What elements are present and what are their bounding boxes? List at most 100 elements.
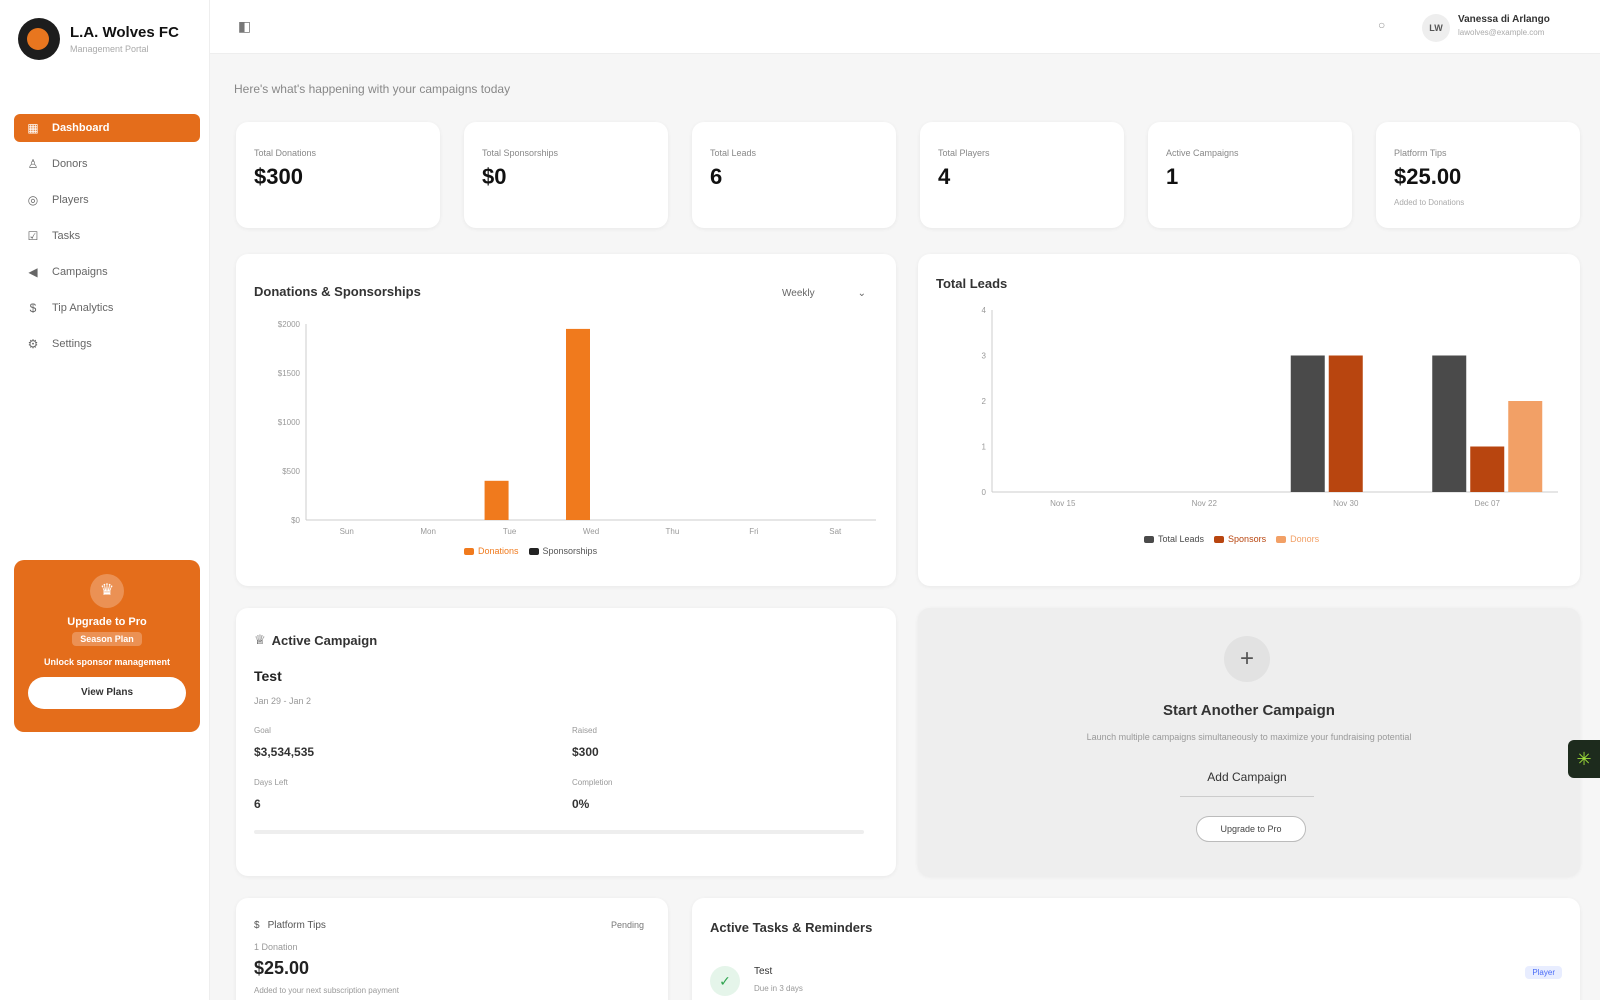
top-header: ◧ ○ LW Vanessa di Arlango lawolves@examp… [210, 0, 1600, 54]
stat-card-active-campaigns: Active Campaigns 1 [1148, 122, 1352, 228]
player-icon: ◎ [27, 193, 39, 207]
sidebar-item-label: Settings [52, 338, 92, 350]
chart-legend: Donations Sponsorships [464, 546, 597, 556]
gear-icon: ⚙ [27, 337, 39, 351]
x-tick-label: Dec 07 [1475, 499, 1501, 508]
stat-value: $25.00 [1394, 164, 1462, 189]
campaign-dates: Jan 29 - Jan 2 [254, 696, 312, 706]
sidebar-item-settings[interactable]: ⚙ Settings [14, 330, 200, 358]
task-due: Due in 3 days [754, 984, 803, 993]
greeting-text: Here's what's happening with your campai… [234, 82, 511, 96]
user-menu[interactable]: Vanessa di Arlango lawolves@example.com [1458, 14, 1550, 37]
sidebar-toggle-icon[interactable]: ◧ [238, 18, 252, 34]
view-plans-button[interactable]: View Plans [28, 677, 186, 709]
stat-card-platform-tips: Platform Tips $25.00 Added to Donations [1376, 122, 1580, 228]
sidebar-item-dashboard[interactable]: ▦ Dashboard [14, 114, 200, 142]
legend-label: Sponsors [1228, 534, 1267, 544]
x-tick-label: Thu [666, 527, 680, 536]
period-select[interactable]: Weekly ⌄ [772, 282, 872, 306]
start-campaign-title: Start Another Campaign [1163, 702, 1335, 719]
leads-bar-chart: 0 1 2 3 4 Nov 15 Nov 22 Nov 30 Dec 07 [982, 306, 1558, 508]
y-tick-label: 2 [982, 397, 987, 406]
legend-item[interactable]: Donations [464, 546, 519, 556]
legend-item[interactable]: Sponsorships [528, 546, 597, 556]
widget-launcher-icon[interactable]: ✳ [1568, 740, 1600, 778]
x-tick-label: Mon [420, 527, 436, 536]
upgrade-to-pro-button[interactable]: Upgrade to Pro [1196, 816, 1306, 842]
sidebar-item-label: Campaigns [52, 266, 108, 278]
team-logo [18, 18, 60, 60]
chart-legend: Total Leads Sponsors Donors [1144, 534, 1319, 544]
bar [484, 480, 509, 520]
bar [1432, 355, 1467, 492]
platform-tips-count: 1 Donation [254, 942, 298, 952]
bar [566, 328, 590, 520]
task-name[interactable]: Test [754, 966, 773, 977]
legend-label: Donors [1290, 534, 1320, 544]
task-tag: Player [1525, 966, 1562, 979]
stat-card-total-sponsorships: Total Sponsorships $0 [464, 122, 668, 228]
users-icon: ♙ [27, 157, 39, 171]
x-tick-label: Nov 22 [1192, 499, 1218, 508]
field-label: Goal [254, 726, 271, 735]
x-tick-label: Nov 30 [1333, 499, 1359, 508]
legend-swatch [464, 547, 474, 555]
campaign-goal: Goal $3,534,535 [254, 726, 314, 759]
upgrade-description: Unlock sponsor management [43, 657, 171, 667]
legend-item[interactable]: Donors [1276, 534, 1319, 544]
legend-swatch [528, 547, 539, 555]
user-email: lawolves@example.com [1458, 28, 1545, 37]
donations-bar-chart: $0 $500 $1000 $1500 $2000 Sun Mon Tue Wed Thu Fri S… [278, 320, 876, 536]
stat-value: $0 [482, 164, 507, 189]
legend-swatch [1214, 535, 1225, 543]
sidebar-item-label: Dashboard [52, 122, 110, 134]
platform-tips-note: Added to your next subscription payment [254, 986, 399, 995]
stat-subtext: Added to Donations [1394, 198, 1465, 207]
brand[interactable]: L.A. Wolves FC Management Portal [18, 18, 179, 60]
sidebar-item-label: Players [52, 194, 89, 206]
legend-item[interactable]: Sponsors [1214, 534, 1266, 544]
sidebar-item-campaigns[interactable]: ◀ Campaigns [14, 258, 200, 286]
sidebar-item-tip-analytics[interactable]: $ Tip Analytics [14, 294, 200, 322]
field-value: $300 [572, 745, 599, 759]
stat-value: 6 [710, 164, 723, 189]
stat-value: $300 [254, 164, 303, 189]
add-campaign-button[interactable]: Add Campaign [1180, 770, 1314, 797]
start-campaign-description: Launch multiple campaigns simultaneously… [1086, 732, 1412, 742]
tasks-title: Active Tasks & Reminders [710, 920, 873, 935]
crown-icon: ♛ [90, 574, 124, 608]
dollar-icon: $ [29, 301, 37, 315]
stat-label: Active Campaigns [1166, 148, 1239, 158]
platform-tips-title: Platform Tips [267, 920, 326, 931]
field-label: Days Left [254, 778, 288, 787]
brand-name: L.A. Wolves FC [70, 24, 179, 41]
field-label: Raised [572, 726, 597, 735]
sidebar-item-players[interactable]: ◎ Players [14, 186, 200, 214]
active-campaign-card: ♕ Active Campaign Test Jan 29 - Jan 2 Go… [236, 608, 896, 876]
legend-label: Donations [478, 546, 519, 556]
sidebar: L.A. Wolves FC Management Portal ▦ Dashb… [0, 0, 210, 1000]
field-value: 6 [254, 797, 261, 811]
check-circle-icon[interactable]: ✓ [710, 966, 740, 996]
sidebar-item-tasks[interactable]: ☑ Tasks [14, 222, 200, 250]
bar [1508, 401, 1543, 492]
megaphone-icon: ◀ [28, 265, 38, 279]
active-campaign-title: Active Campaign [271, 632, 378, 648]
y-tick-label: $500 [282, 467, 300, 476]
legend-label: Total Leads [1158, 534, 1205, 544]
avatar[interactable]: LW [1422, 14, 1450, 42]
legend-swatch [1276, 535, 1287, 543]
plus-icon[interactable]: + [1224, 636, 1270, 682]
x-tick-label: Nov 15 [1050, 499, 1076, 508]
period-value: Weekly [782, 288, 815, 299]
sidebar-item-donors[interactable]: ♙ Donors [14, 150, 200, 178]
x-tick-label: Sat [829, 527, 842, 536]
notification-icon[interactable]: ○ [1378, 18, 1386, 32]
stat-label: Platform Tips [1394, 148, 1447, 158]
campaign-name[interactable]: Test [254, 668, 282, 684]
legend-item[interactable]: Total Leads [1144, 534, 1204, 544]
platform-tips-value: $25.00 [254, 958, 310, 978]
sidebar-nav: ▦ Dashboard ♙ Donors ◎ Players ☑ Tasks ◀… [14, 114, 200, 366]
brand-subtitle: Management Portal [70, 44, 149, 54]
y-tick-label: $1000 [278, 418, 301, 427]
